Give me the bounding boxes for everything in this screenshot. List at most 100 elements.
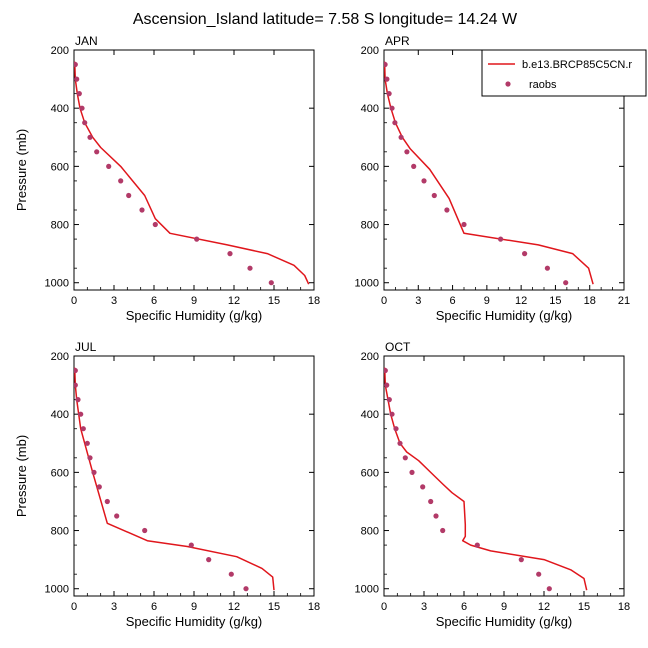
y-tick-label: 1000 [355,584,379,596]
y-tick-label: 600 [51,161,69,173]
x-tick-label: 18 [584,295,596,307]
raobs-point-apr [384,76,390,82]
x-tick-label: 3 [415,295,421,307]
plot-data-jul [74,367,275,592]
y-axis-label-jan: Pressure (mb) [14,129,29,211]
x-tick-label: 6 [461,601,467,613]
raobs-point-jan [126,192,132,199]
raobs-point-oct [397,440,403,446]
raobs-point-jul [142,527,148,534]
raobs-point-jan [82,120,88,126]
y-tick-label: 400 [361,103,379,115]
y-tick-label: 400 [361,409,379,421]
legend-model-label: b.e13.BRCP85C5CN.r [522,59,632,71]
raobs-point-oct [546,586,552,592]
model-line-jul [74,367,275,591]
raobs-point-jan [94,149,100,155]
raobs-point-oct [384,382,390,388]
raobs-point-jan [74,61,78,68]
x-tick-label: 15 [268,295,280,307]
raobs-point-jan [118,178,124,184]
raobs-point-oct [409,469,415,475]
x-tick-label: 6 [151,295,157,307]
raobs-point-jan [227,251,233,257]
raobs-point-apr [386,91,392,97]
x-tick-label: 21 [618,295,630,307]
raobs-point-jul [75,397,81,403]
x-tick-label: 12 [228,601,240,613]
x-tick-label: 9 [191,601,197,613]
y-tick-label: 200 [51,351,69,363]
model-line-jan [74,61,310,285]
raobs-point-oct [440,527,446,534]
x-tick-label: 15 [578,601,590,613]
raobs-point-jul [188,542,194,548]
raobs-point-jan [106,163,112,169]
plot-frame-jul [73,355,315,597]
raobs-point-jul [87,455,93,461]
figure-title: Ascension_Island latitude= 7.58 S longit… [133,11,518,28]
raobs-point-oct [428,498,434,505]
raobs-point-oct [402,455,408,461]
panel-title-jan: JAN [75,34,98,48]
x-tick-label: 3 [421,601,427,613]
x-tick-label: 15 [549,295,561,307]
raobs-point-jan [79,105,85,111]
y-tick-label: 600 [51,467,69,479]
panel-title-jul: JUL [75,340,97,354]
raobs-point-jul [80,426,86,432]
x-tick-label: 12 [228,295,240,307]
raobs-point-apr [421,178,427,184]
panels: JAN 0 3 6 9 12 15 18 200 400 600 800 1000 Specific Hu… [14,34,630,629]
raobs-point-apr [461,221,467,228]
panel-title-oct: OCT [385,340,411,354]
y-tick-label: 800 [51,220,69,232]
raobs-point-apr [444,207,450,213]
y-tick-label: 600 [361,161,379,173]
y-tick-label: 800 [361,220,379,232]
x-tick-label: 18 [308,295,320,307]
raobs-point-jul [114,513,120,519]
raobs-point-jan [87,134,93,140]
raobs-point-jan [194,236,200,242]
raobs-point-apr [498,236,504,242]
y-tick-label: 400 [51,409,69,421]
plot-frame-jan [73,49,315,291]
panel-jan: JAN 0 3 6 9 12 15 18 200 400 600 800 1000 Specific Hu… [14,34,320,323]
model-line-apr [384,61,594,285]
raobs-point-oct [433,513,439,519]
raobs-point-oct [474,542,480,548]
raobs-point-oct [420,484,426,490]
x-tick-label: 3 [111,601,117,613]
raobs-point-jul [228,571,234,577]
raobs-point-jan [139,207,145,213]
panel-title-apr: APR [385,34,410,48]
x-tick-label: 6 [151,601,157,613]
raobs-point-apr [392,120,398,126]
plot-data-oct [384,367,588,592]
y-tick-label: 400 [51,103,69,115]
raobs-point-jan [152,221,158,228]
x-tick-label: 12 [538,601,550,613]
raobs-point-apr [431,192,437,199]
raobs-point-apr [411,163,417,169]
raobs-point-jul [84,440,90,446]
x-tick-label: 12 [515,295,527,307]
y-tick-label: 800 [51,526,69,538]
x-tick-label: 3 [111,295,117,307]
x-tick-label: 0 [71,295,77,307]
plot-data-jan [74,61,310,286]
raobs-point-oct [386,397,392,403]
x-axis-label-oct: Specific Humidity (g/kg) [436,614,573,629]
raobs-point-apr [384,61,388,68]
y-tick-label: 200 [51,45,69,57]
raobs-point-oct [393,426,399,432]
raobs-point-jul [104,498,110,505]
y-axis-label-jul: Pressure (mb) [14,435,29,517]
raobs-point-jan [74,76,80,82]
raobs-point-apr [544,265,551,271]
x-tick-label: 18 [308,601,320,613]
y-tick-label: 600 [361,467,379,479]
x-axis-label-jan: Specific Humidity (g/kg) [126,308,263,323]
